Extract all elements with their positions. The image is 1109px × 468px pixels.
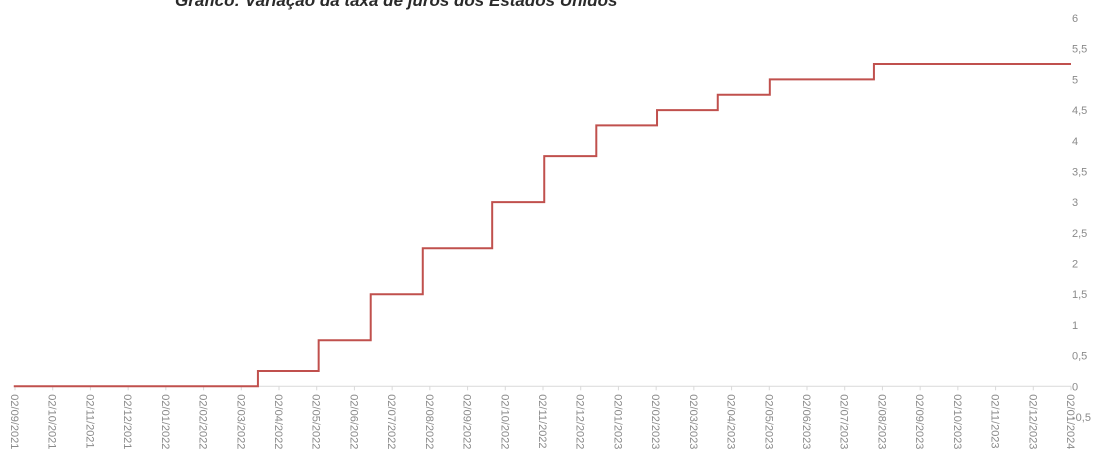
x-tick-label: 02/10/2023 <box>951 394 963 449</box>
y-tick-label: 0 <box>1072 381 1078 393</box>
x-tick-label: 02/07/2022 <box>385 394 397 449</box>
x-tick-label: 02/09/2023 <box>913 394 925 449</box>
y-tick-label: 2,5 <box>1072 228 1087 240</box>
x-tick-label: 02/08/2022 <box>423 394 435 449</box>
series-line-interest-rate <box>14 64 1071 386</box>
x-tick-label: 02/12/2023 <box>1026 394 1038 449</box>
y-tick-label: 1 <box>1072 320 1078 332</box>
x-tick-label: 02/03/2023 <box>687 394 699 449</box>
x-tick-label: 02/06/2023 <box>800 394 812 449</box>
x-tick-label: 02/02/2023 <box>649 394 661 449</box>
y-tick-label: 1,5 <box>1072 289 1087 301</box>
x-tick-label: 02/11/2021 <box>83 394 95 448</box>
x-tick-label: 02/06/2022 <box>347 394 359 449</box>
y-tick-label: 3 <box>1072 197 1078 209</box>
x-tick-label: 02/08/2023 <box>875 394 887 449</box>
y-tick-label: 2 <box>1072 259 1078 271</box>
x-tick-label: 02/01/2022 <box>159 394 171 449</box>
x-tick-label: 02/12/2022 <box>574 394 586 449</box>
x-tick-label: 02/12/2021 <box>121 394 133 449</box>
y-tick-label: 3,5 <box>1072 166 1087 178</box>
x-tick-label: 02/04/2023 <box>725 394 737 449</box>
x-tick-label: 02/01/2024 <box>1064 394 1076 449</box>
x-tick-label: 02/05/2023 <box>762 394 774 449</box>
x-tick-label: 02/07/2023 <box>838 394 850 449</box>
x-tick-label: 02/05/2022 <box>310 394 322 449</box>
x-tick-label: 02/10/2022 <box>498 394 510 449</box>
y-tick-label: 4 <box>1072 136 1078 148</box>
y-tick-label: 5,5 <box>1072 44 1087 56</box>
x-tick-label: 02/03/2022 <box>234 394 246 449</box>
x-tick-label: 02/09/2022 <box>461 394 473 449</box>
x-tick-label: 02/04/2022 <box>272 394 284 449</box>
y-tick-label: 5 <box>1072 74 1078 86</box>
x-tick-label: 02/09/2021 <box>8 394 20 449</box>
y-tick-label: 0,5 <box>1072 351 1087 363</box>
y-tick-label: 6 <box>1072 13 1078 25</box>
x-tick-label: 02/02/2022 <box>197 394 209 449</box>
y-axis-ticks: -0,500,511,522,533,544,555,56 <box>1072 13 1091 424</box>
x-axis-ticks: 02/09/2021 02/10/2021 02/11/2021 02/12/2021… <box>8 394 1076 449</box>
y-tick-label: 4,5 <box>1072 105 1087 117</box>
x-tick-label: 02/11/2023 <box>989 394 1001 448</box>
x-tick-label: 02/01/2023 <box>611 394 623 449</box>
x-tick-label: 02/11/2022 <box>536 394 548 448</box>
x-tick-label: 02/10/2021 <box>46 394 58 449</box>
